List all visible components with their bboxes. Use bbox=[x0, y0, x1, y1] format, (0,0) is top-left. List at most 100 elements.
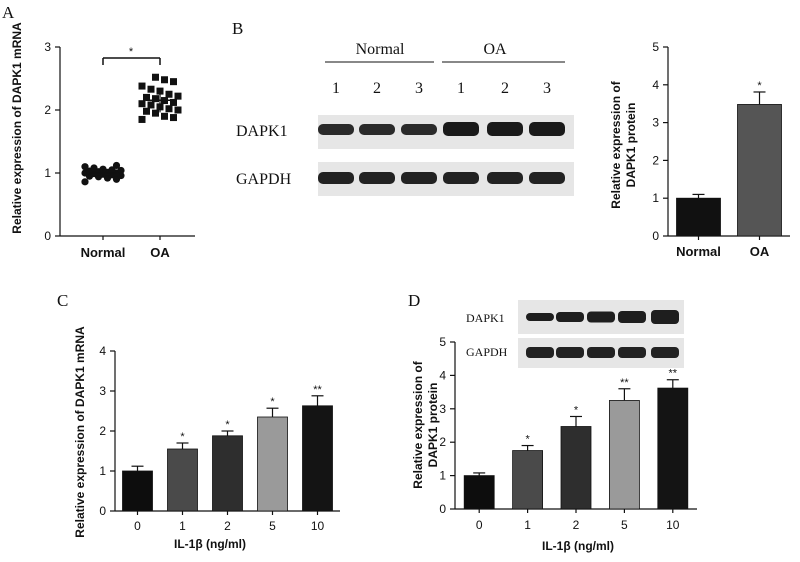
panel-c-significance-mark: * bbox=[225, 419, 230, 431]
panel-c-bar bbox=[122, 470, 153, 512]
panel-c-x-tick-label: 10 bbox=[311, 519, 325, 533]
blot-band-dapk1 bbox=[487, 122, 523, 136]
blot-d-band-dapk1 bbox=[618, 311, 646, 323]
panel-a-y-tick-label: 3 bbox=[44, 40, 51, 54]
blot-band-dapk1 bbox=[318, 124, 354, 135]
panel-b-bar-chart: Relative expression of DAPK1 protein 0 1 2… bbox=[609, 40, 790, 259]
panel-letter-a: A bbox=[2, 3, 15, 22]
blot-d-band-gapdh bbox=[526, 347, 554, 358]
panel-c-bar bbox=[302, 405, 333, 512]
panel-c-y-tick-label: 3 bbox=[99, 384, 106, 398]
panel-d-y-tick-label: 5 bbox=[439, 335, 446, 349]
panel-d-bar bbox=[560, 426, 592, 510]
blot-d-band-gapdh bbox=[651, 347, 679, 358]
panel-b-bar bbox=[676, 197, 721, 237]
panel-a-point-normal bbox=[81, 163, 89, 171]
panel-a-point-oa bbox=[174, 106, 182, 114]
blot-lane-number: 3 bbox=[543, 80, 551, 97]
panel-c-x-axis-label: IL-1β (ng/ml) bbox=[174, 537, 246, 551]
panel-a-point-normal bbox=[117, 166, 125, 175]
panel-a-point-oa bbox=[161, 112, 168, 120]
panel-c-significance-mark: * bbox=[180, 431, 185, 443]
panel-b-y-tick-label: 3 bbox=[652, 116, 659, 130]
panel-d-significance-mark: * bbox=[525, 434, 530, 446]
panel-d-bar bbox=[657, 387, 689, 510]
blot-group-label-oa: OA bbox=[483, 41, 507, 58]
panel-b-y-tick-label: 4 bbox=[652, 78, 659, 92]
blot-d-band-dapk1 bbox=[556, 312, 584, 322]
blot-d-band-gapdh bbox=[587, 347, 615, 358]
panel-c-significance-mark: ** bbox=[313, 384, 322, 396]
blot-lane-number: 3 bbox=[415, 80, 423, 97]
blot-d-band-gapdh bbox=[556, 347, 584, 358]
panel-d-x-tick-label: 2 bbox=[573, 518, 580, 532]
panel-c-y-tick-label: 4 bbox=[99, 344, 106, 358]
panel-letter-d: D bbox=[408, 291, 420, 310]
panel-a-y-tick-label: 1 bbox=[44, 166, 51, 180]
panel-c-x-tick-label: 0 bbox=[134, 519, 141, 533]
panel-letter-c: C bbox=[57, 291, 68, 310]
panel-a-point-oa bbox=[170, 78, 177, 86]
panel-d-x-tick-label: 5 bbox=[621, 518, 628, 532]
panel-b-x-tick-label: OA bbox=[750, 244, 770, 259]
panel-b-y-axis-label-line1: Relative expression of bbox=[609, 80, 623, 208]
panel-a-point-oa bbox=[170, 114, 177, 122]
blot-band-gapdh bbox=[318, 172, 354, 184]
blot-band-gapdh bbox=[529, 172, 565, 184]
panel-d-x-tick-label: 1 bbox=[524, 518, 531, 532]
panel-c-x-tick-label: 1 bbox=[179, 519, 186, 533]
panel-a-point-oa bbox=[161, 76, 168, 84]
panel-a-x-tick-label: Normal bbox=[81, 245, 126, 260]
panel-c-bar bbox=[257, 416, 288, 512]
panel-a-point-oa bbox=[165, 90, 173, 98]
panel-a-point-normal bbox=[108, 166, 116, 174]
blot-band-dapk1 bbox=[443, 122, 479, 136]
blot-d-band-gapdh bbox=[618, 347, 646, 358]
panel-a-point-oa bbox=[143, 93, 150, 101]
panel-b-y-tick-label: 1 bbox=[652, 191, 659, 205]
blot-lane-number: 1 bbox=[457, 80, 465, 97]
panel-c-x-tick-label: 5 bbox=[269, 519, 276, 533]
blot-d-row-label-dapk1: DAPK1 bbox=[466, 311, 505, 325]
blot-row-label-gapdh: GAPDH bbox=[236, 171, 292, 188]
blot-band-dapk1 bbox=[359, 124, 395, 135]
panel-a-point-normal bbox=[90, 164, 98, 172]
blot-lane-number: 2 bbox=[373, 80, 381, 97]
panel-d-significance-mark: ** bbox=[669, 368, 678, 380]
blot-d-band-dapk1 bbox=[651, 310, 679, 324]
panel-b-significance-mark: * bbox=[757, 80, 762, 92]
panel-a-point-normal bbox=[81, 178, 89, 186]
blot-band-gapdh bbox=[401, 172, 437, 184]
blot-band-dapk1 bbox=[529, 122, 565, 136]
panel-d-y-tick-label: 3 bbox=[439, 402, 446, 416]
panel-d-bar-chart: Relative expression of DAPK1 protein IL-… bbox=[411, 335, 697, 553]
panel-d-y-tick-label: 0 bbox=[439, 502, 446, 516]
panel-b-y-axis-label-line2: DAPK1 protein bbox=[624, 103, 638, 188]
blot-band-gapdh bbox=[487, 172, 523, 184]
panel-a-point-normal bbox=[112, 161, 121, 170]
panel-b-y-tick-label: 2 bbox=[652, 153, 659, 167]
panel-letter-b: B bbox=[232, 19, 243, 38]
panel-a-point-oa bbox=[165, 105, 173, 113]
panel-a-y-tick-label: 0 bbox=[44, 229, 51, 243]
panel-c-y-tick-label: 2 bbox=[99, 424, 106, 438]
panel-b-x-tick-label: Normal bbox=[676, 244, 721, 259]
panel-a-y-axis-label: Relative expression of DAPK1 mRNA bbox=[10, 22, 24, 234]
panel-c-y-axis-label: Relative expression of DAPK1 mRNA bbox=[73, 326, 87, 538]
panel-d-y-tick-label: 2 bbox=[439, 435, 446, 449]
panel-d-bar bbox=[512, 450, 543, 510]
panel-a-x-tick-label: OA bbox=[150, 245, 170, 260]
panel-a-scatter-chart: Relative expression of DAPK1 mRNA 0 1 2 3 No… bbox=[10, 22, 195, 260]
panel-c-y-tick-label: 0 bbox=[99, 504, 106, 518]
panel-a-significance-mark: * bbox=[129, 46, 134, 58]
panel-d-bar bbox=[463, 475, 495, 510]
panel-a-point-oa bbox=[152, 95, 159, 103]
panel-b-western-blot: Normal OA 1 2 3 1 2 3 DAPK1 GAPDH bbox=[236, 41, 574, 196]
panel-c-significance-mark: * bbox=[270, 396, 275, 408]
panel-d-x-tick-label: 10 bbox=[666, 518, 680, 532]
panel-a-point-oa bbox=[143, 107, 150, 115]
panel-a-point-oa bbox=[174, 92, 182, 100]
blot-d-row-label-gapdh: GAPDH bbox=[466, 345, 508, 359]
panel-a-point-oa bbox=[138, 82, 146, 90]
